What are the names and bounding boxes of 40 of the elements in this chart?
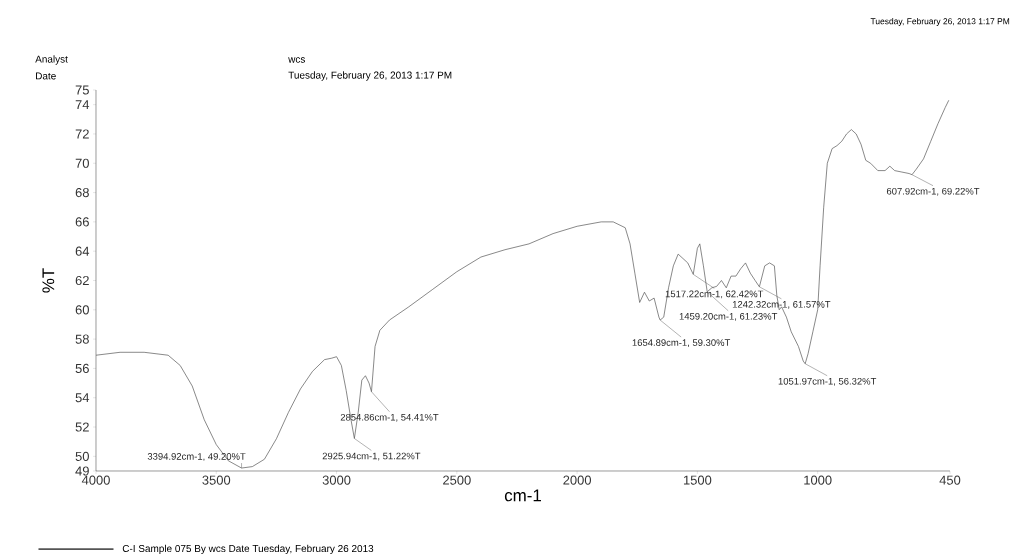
y-tick-label: 50 [75,451,89,461]
annotation: 3394.92cm-1, 49.20%T [147,452,246,461]
y-tick-label: 58 [75,334,89,344]
text: C-I Sample 075 By wcs Date Tuesday, February 26 2013 [122,544,374,554]
y-tick-label: 60 [75,305,89,315]
x-axis-title: cm-1 [504,489,541,502]
y-tick-label: 70 [75,158,89,168]
annotation: 1654.89cm-1, 59.30%T [632,339,731,347]
y-axis-title: %T [42,267,55,293]
text: Date [36,72,56,80]
annotation: 1517.22cm-1, 62.42%T [665,290,764,299]
x-tick-label: 1500 [683,475,712,485]
annotation: 1242.32cm-1, 61.57%T [732,300,831,309]
text: wcs [288,57,306,63]
text: Analyst [35,55,68,65]
annotation: 2925.94cm-1, 51.22%T [322,452,421,461]
y-tick-label: 54 [75,392,90,403]
annotation: 1051.97cm-1, 56.32%T [778,377,877,386]
y-tick-label: 72 [75,129,89,139]
x-tick-label: 2500 [443,475,471,485]
y-tick-label: 52 [75,422,89,432]
x-tick-label: 3000 [322,475,351,485]
x-tick-label: 450 [939,475,961,485]
y-tick-label: 64 [75,246,90,256]
y-tick-label: 49 [75,466,89,476]
x-tick-label: 2000 [563,475,592,485]
y-tick-label: 74 [75,99,90,109]
y-tick-label: 75 [75,85,89,95]
y-tick-label: 66 [75,217,89,227]
x-tick-label: 1000 [804,475,832,485]
y-tick-label: 68 [75,187,89,197]
text: Tuesday, February 26, 2013 1:17 PM [288,71,452,81]
text: Tuesday, February 26, 2013 1:17 PM [870,17,1010,26]
annotation: 1459.20cm-1, 61.23%T [679,312,778,321]
y-tick-label: 62 [75,275,89,285]
x-tick-label: 4000 [81,475,110,485]
annotation: 607.92cm-1, 69.22%T [886,187,980,196]
x-tick-label: 3500 [202,475,231,485]
annotation: 2854.86cm-1, 54.41%T [340,413,439,422]
y-tick-label: 56 [75,363,89,373]
